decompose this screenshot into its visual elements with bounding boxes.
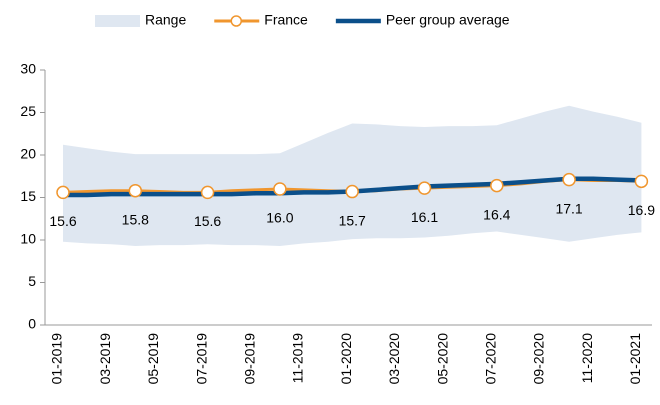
x-tick-label: 01-2021: [627, 333, 643, 385]
x-tick-label: 05-2019: [145, 333, 161, 385]
y-tick-label: 10: [20, 231, 36, 247]
data-label: 15.8: [122, 211, 149, 227]
y-tick-label: 20: [20, 146, 36, 162]
x-tick-label: 03-2019: [97, 333, 113, 385]
data-label: 16.4: [483, 206, 510, 222]
x-tick-label: 09-2019: [242, 333, 258, 385]
x-tick-label: 01-2019: [49, 333, 65, 385]
y-tick-label: 0: [28, 316, 36, 332]
data-label: 16.9: [628, 202, 655, 218]
marker: [634, 174, 649, 189]
legend-label: Peer group average: [386, 12, 510, 28]
data-label: 15.6: [194, 213, 221, 229]
x-tick-label: 07-2020: [483, 333, 499, 385]
marker: [56, 185, 70, 200]
data-label: 16.1: [411, 209, 438, 225]
y-tick-label: 15: [20, 188, 36, 204]
marker: [417, 181, 432, 195]
data-label: 17.1: [555, 200, 582, 216]
marker: [200, 185, 215, 200]
data-label: 16.0: [266, 210, 293, 226]
x-tick-label: 11-2020: [579, 333, 595, 384]
y-tick-label: 25: [20, 103, 36, 119]
legend-swatch: [95, 15, 140, 27]
x-tick-label: 09-2020: [531, 333, 547, 385]
marker: [345, 184, 359, 199]
marker: [562, 172, 576, 187]
x-tick-label: 01-2020: [338, 333, 354, 385]
y-tick-label: 5: [28, 273, 36, 289]
marker: [490, 178, 504, 193]
legend-marker: [230, 15, 243, 27]
marker: [128, 183, 143, 198]
x-tick-label: 11-2019: [290, 333, 306, 384]
marker: [273, 182, 287, 196]
range-band: [63, 105, 642, 246]
legend-label: Range: [145, 12, 186, 28]
legend-label: France: [264, 12, 308, 28]
x-tick-label: 07-2019: [193, 333, 209, 385]
x-tick-label: 05-2020: [434, 333, 450, 385]
x-tick-label: 03-2020: [386, 333, 402, 385]
data-label: 15.6: [49, 213, 76, 229]
data-label: 15.7: [339, 212, 366, 228]
y-tick-label: 30: [20, 61, 36, 77]
